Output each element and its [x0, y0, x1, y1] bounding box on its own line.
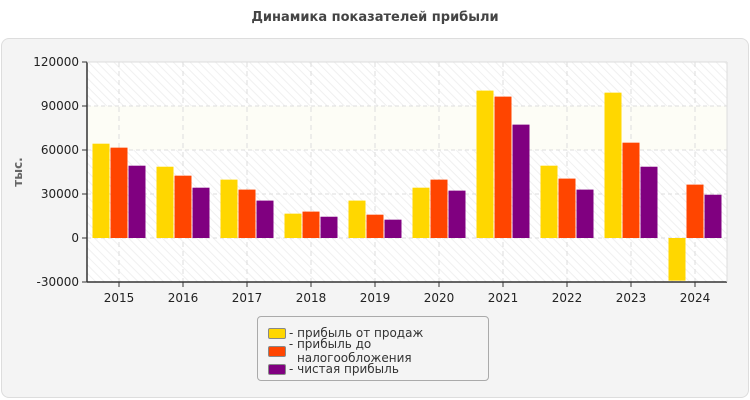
chart-title: Динамика показателей прибыли [251, 10, 499, 25]
bar-2020-series-2 [448, 190, 466, 238]
bar-2019-series-0 [348, 200, 366, 238]
bar-2015-series-2 [128, 165, 146, 238]
bar-2021-series-1 [494, 96, 512, 238]
legend-separator: - [289, 326, 298, 340]
bar-2023-series-1 [622, 142, 640, 238]
y-tick-label: -30000 [36, 275, 79, 289]
bar-2018-series-2 [320, 216, 338, 238]
bar-2022-series-1 [558, 178, 576, 238]
bar-2018-series-1 [302, 211, 320, 238]
bar-2016-series-1 [174, 175, 192, 238]
y-tick-label: 0 [71, 231, 79, 245]
x-tick-label: 2024 [680, 291, 711, 305]
bar-2023-series-0 [604, 92, 622, 238]
legend-label: прибыль от продаж [297, 326, 424, 340]
legend-item: - прибыль от продаж [258, 324, 488, 342]
legend-item: - прибыль до налогообложения [258, 337, 488, 365]
x-tick-label: 2022 [552, 291, 583, 305]
x-tick-label: 2021 [488, 291, 519, 305]
bar-2019-series-2 [384, 219, 402, 238]
x-tick-label: 2018 [296, 291, 327, 305]
bar-2015-series-1 [110, 147, 128, 238]
x-tick-label: 2019 [360, 291, 391, 305]
bar-2015-series-0 [92, 143, 110, 238]
y-axis-label: тыс. [11, 157, 25, 186]
bar-2024-series-0 [668, 238, 686, 281]
bar-2021-series-2 [512, 124, 530, 238]
bar-2022-series-0 [540, 165, 558, 238]
y-tick-label: 120000 [33, 55, 79, 69]
x-tick-label: 2016 [168, 291, 199, 305]
bar-2022-series-2 [576, 189, 594, 238]
legend-separator: - [289, 362, 298, 376]
bar-2016-series-2 [192, 187, 210, 238]
bar-2020-series-1 [430, 179, 448, 238]
bar-2017-series-2 [256, 200, 274, 238]
legend-swatch [268, 345, 286, 357]
x-tick-label: 2023 [616, 291, 647, 305]
bar-2020-series-0 [412, 187, 430, 238]
y-tick-label: 60000 [41, 143, 79, 157]
bar-2021-series-0 [476, 90, 494, 238]
bar-2016-series-0 [156, 166, 174, 238]
x-tick-label: 2017 [232, 291, 263, 305]
bar-2019-series-1 [366, 214, 384, 238]
legend-label: прибыль до налогообложения [296, 337, 412, 365]
bar-2017-series-0 [220, 179, 238, 238]
legend-swatch [268, 327, 286, 339]
legend: - прибыль от продаж - прибыль до налогооб… [257, 316, 489, 381]
bar-2017-series-1 [238, 189, 256, 238]
legend-swatch [268, 363, 286, 375]
bar-2018-series-0 [284, 213, 302, 238]
legend-label: чистая прибыль [297, 362, 399, 376]
legend-separator: - [288, 337, 294, 365]
bar-2023-series-2 [640, 166, 658, 238]
x-tick-label: 2020 [424, 291, 455, 305]
legend-item: - чистая прибыль [258, 360, 488, 378]
x-tick-label: 2015 [104, 291, 135, 305]
y-tick-label: 90000 [41, 99, 79, 113]
y-tick-label: 30000 [41, 187, 79, 201]
bar-2024-series-2 [704, 194, 722, 238]
bar-2024-series-1 [686, 184, 704, 238]
